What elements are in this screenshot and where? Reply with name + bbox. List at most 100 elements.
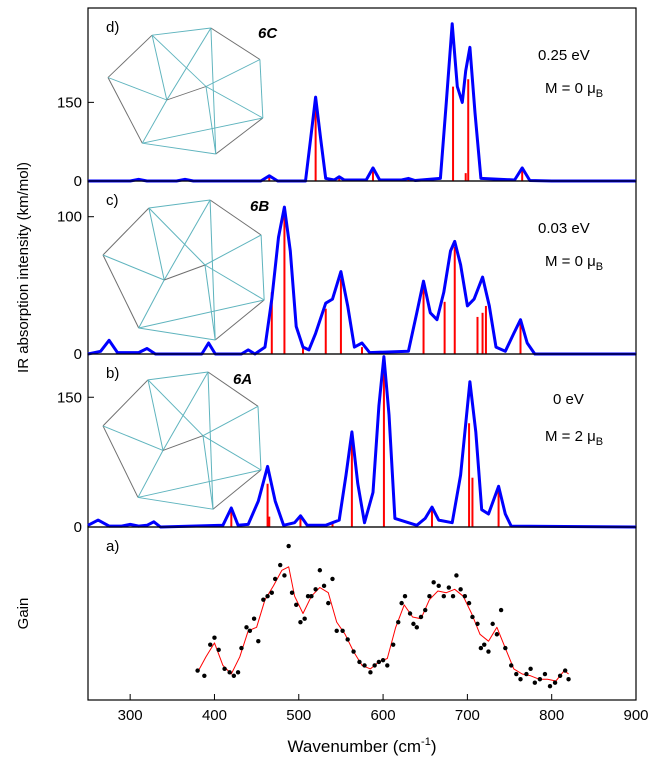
data-point — [362, 663, 366, 667]
data-point — [548, 684, 552, 688]
data-point — [463, 594, 467, 598]
y-tick-label: 150 — [57, 94, 82, 111]
data-point — [381, 658, 385, 662]
data-point — [533, 681, 537, 685]
x-label-end: ) — [431, 737, 437, 756]
data-point — [208, 642, 212, 646]
moment-text: M = 0 μ — [545, 253, 596, 270]
structure-label: 6A — [233, 371, 252, 388]
data-point — [270, 591, 274, 595]
data-point — [357, 660, 361, 664]
x-tick-label: 400 — [202, 707, 227, 724]
data-point — [286, 544, 290, 548]
data-point — [335, 629, 339, 633]
data-point — [391, 642, 395, 646]
data-point — [313, 587, 317, 591]
data-point — [467, 601, 471, 605]
data-point — [377, 660, 381, 664]
energy-label: 0 eV — [553, 391, 584, 408]
moment-label: M = 2 μB — [545, 428, 603, 448]
data-point — [216, 648, 220, 652]
energy-label: 0.25 eV — [538, 47, 590, 64]
data-point — [553, 681, 557, 685]
structure-label: 6C — [258, 25, 278, 42]
data-point — [419, 615, 423, 619]
data-point — [273, 577, 277, 581]
data-point — [345, 637, 349, 641]
moment-sub: B — [596, 261, 603, 273]
moment-label: M = 0 μB — [545, 253, 603, 273]
data-point — [403, 594, 407, 598]
data-point — [518, 677, 522, 681]
data-point — [490, 622, 494, 626]
moment-sub: B — [596, 88, 603, 100]
data-point — [278, 563, 282, 567]
y-axis-label: IR absorption intensity (km/mol) — [15, 162, 32, 373]
moment-sub: B — [596, 436, 603, 448]
data-point — [509, 663, 513, 667]
data-point — [252, 616, 256, 620]
data-point — [244, 625, 248, 629]
x-tick-label: 900 — [623, 707, 648, 724]
cluster-6c — [108, 28, 263, 154]
data-point — [431, 580, 435, 584]
x-tick-label: 300 — [118, 707, 143, 724]
data-point — [524, 672, 528, 676]
data-point — [261, 597, 265, 601]
data-point — [543, 672, 547, 676]
data-point — [411, 622, 415, 626]
smoothed-line — [198, 567, 569, 681]
data-point — [514, 672, 518, 676]
chart: d)01506C0.25 eVM = 0 μBc)01006B0.03 eVM … — [0, 0, 653, 766]
data-point — [282, 573, 286, 577]
data-point — [479, 646, 483, 650]
data-point — [368, 670, 372, 674]
data-point — [503, 646, 507, 650]
x-label-sup: -1 — [421, 736, 431, 748]
moment-text: M = 2 μ — [545, 428, 596, 445]
cluster-6a — [103, 372, 261, 509]
data-point — [470, 615, 474, 619]
y-tick-label: 150 — [57, 389, 82, 406]
cluster-6b — [103, 200, 264, 340]
data-point — [256, 639, 260, 643]
data-point — [423, 608, 427, 612]
data-point — [458, 587, 462, 591]
y-tick-label: 100 — [57, 209, 82, 226]
data-point — [232, 674, 236, 678]
data-point — [340, 629, 344, 633]
x-label-main: Wavenumber (cm — [288, 737, 422, 756]
data-point — [326, 601, 330, 605]
data-point — [212, 636, 216, 640]
data-point — [427, 594, 431, 598]
data-point — [372, 663, 376, 667]
panel-label: d) — [106, 19, 119, 36]
data-point — [309, 594, 313, 598]
data-point — [399, 601, 403, 605]
data-point — [195, 668, 199, 672]
data-point — [298, 620, 302, 624]
data-point — [482, 642, 486, 646]
x-tick-label: 500 — [286, 707, 311, 724]
data-point — [442, 594, 446, 598]
data-point — [408, 611, 412, 615]
data-point — [528, 667, 532, 671]
data-point — [486, 649, 490, 653]
moment-text: M = 0 μ — [545, 80, 596, 97]
data-point — [447, 585, 451, 589]
data-point — [265, 594, 269, 598]
structure-label: 6B — [250, 198, 269, 215]
data-point — [227, 670, 231, 674]
data-point — [222, 667, 226, 671]
y-tick-label: 0 — [74, 173, 82, 190]
data-point — [202, 674, 206, 678]
data-point — [566, 677, 570, 681]
y-axis-label: Gain — [15, 598, 32, 630]
data-point — [437, 584, 441, 588]
moment-label: M = 0 μB — [545, 80, 603, 100]
data-point — [302, 616, 306, 620]
panel-frame — [88, 527, 636, 700]
data-point — [294, 603, 298, 607]
data-point — [451, 594, 455, 598]
x-tick-label: 700 — [455, 707, 480, 724]
